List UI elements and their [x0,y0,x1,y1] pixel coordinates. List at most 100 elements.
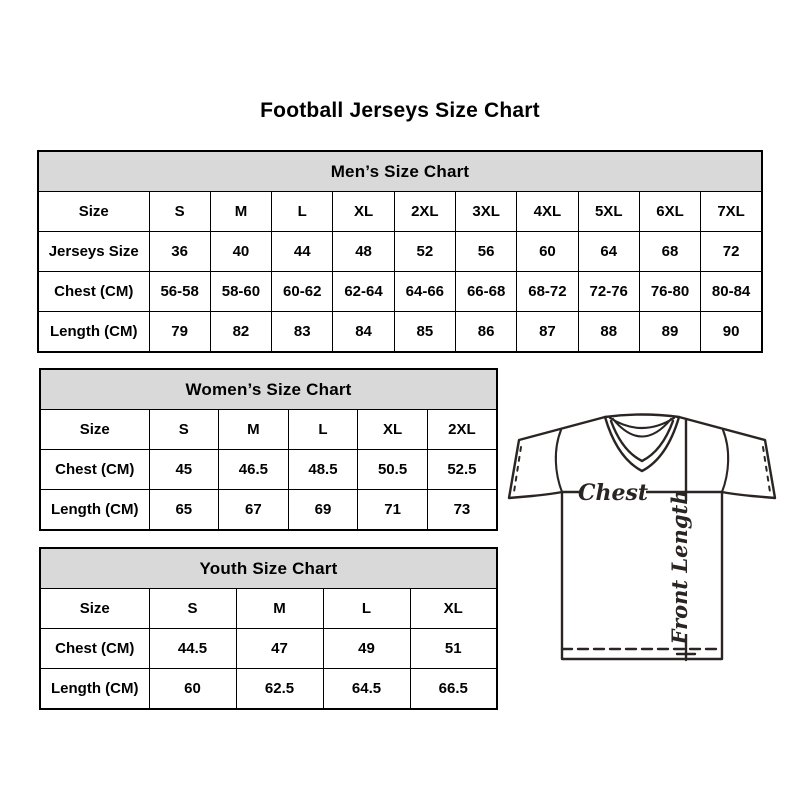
cell-value: 64-66 [393,271,456,312]
jersey-outline [507,413,777,661]
cell-value: 60 [516,231,579,272]
row-label: Jerseys Size [37,231,150,272]
cell-value: 60-62 [271,271,334,312]
table-row: Size S M L XL 2XL [39,409,498,450]
cell-value: 66.5 [409,668,498,710]
cell-value: XL [409,588,498,629]
cell-value: 84 [332,311,395,353]
table-row: Length (CM) 79 82 83 84 85 86 87 88 89 90 [37,311,763,353]
cell-value: 89 [638,311,702,353]
armhole-seam-left [554,428,564,494]
cell-value: 6XL [638,191,702,232]
cell-value: 44 [271,231,334,272]
cell-value: 45 [148,449,220,490]
cell-value: 68-72 [516,271,579,312]
cell-value: 44.5 [148,628,237,669]
cell-value: 46.5 [218,449,289,490]
cell-value: 50.5 [357,449,428,490]
cell-value: 83 [271,311,334,353]
cell-value: L [322,588,411,629]
table-row: Jerseys Size 36 40 44 48 52 56 60 64 68 72 [37,231,763,272]
cell-value: 68 [638,231,702,272]
youth-size-table: Youth Size Chart Size S M L XL Chest (CM) 44.5 4… [39,547,498,710]
cell-value: 64 [577,231,640,272]
cell-value: 72-76 [577,271,640,312]
cell-value: 69 [287,489,359,531]
row-label: Chest (CM) [37,271,150,312]
row-label: Size [39,409,150,450]
cell-value: S [148,588,237,629]
cell-value: 3XL [454,191,518,232]
table-row: Chest (CM) 44.5 47 49 51 [39,628,498,669]
row-label: Length (CM) [37,311,150,353]
cell-value: 87 [516,311,579,353]
front-length-label: Front Length [667,490,692,646]
youth-table-title: Youth Size Chart [39,547,498,589]
row-label: Length (CM) [39,668,150,710]
cell-value: L [271,191,334,232]
cell-value: M [209,191,273,232]
page-title: Football Jerseys Size Chart [260,99,540,122]
cell-value: 79 [148,311,211,353]
cell-value: XL [357,409,428,450]
sleeve-stitch-left [513,446,522,493]
mens-table-title: Men’s Size Chart [37,150,763,192]
cell-value: 48.5 [287,449,359,490]
cell-value: M [235,588,324,629]
sleeve-stitch-right [762,446,771,493]
table-row: Size S M L XL [39,588,498,629]
cell-value: 65 [148,489,220,531]
cell-value: 72 [700,231,763,272]
jersey-measurement-diagram: Chest Front Length [507,413,777,662]
cell-value: M [218,409,289,450]
row-label: Chest (CM) [39,628,150,669]
cell-value: 62-64 [332,271,395,312]
cell-value: 36 [148,231,211,272]
cell-value: 7XL [700,191,763,232]
table-row: Length (CM) 60 62.5 64.5 66.5 [39,668,498,710]
cell-value: XL [332,191,395,232]
chest-label: Chest [578,480,648,506]
cell-value: 51 [409,628,498,669]
cell-value: 71 [357,489,428,531]
table-row: Chest (CM) 45 46.5 48.5 50.5 52.5 [39,449,498,490]
cell-value: 52 [393,231,456,272]
collar-back-arcs [608,416,676,438]
table-row: Size S M L XL 2XL 3XL 4XL 5XL 6XL 7XL [37,191,763,232]
womens-table-title: Women’s Size Chart [39,368,498,410]
cell-value: 56 [454,231,518,272]
cell-value: L [287,409,359,450]
cell-value: 73 [426,489,498,531]
cell-value: 58-60 [209,271,273,312]
cell-value: 56-58 [148,271,211,312]
cell-value: 2XL [393,191,456,232]
cell-value: 5XL [577,191,640,232]
cell-value: 48 [332,231,395,272]
row-label: Size [37,191,150,232]
cell-value: 80-84 [700,271,763,312]
table-row: Chest (CM) 56-58 58-60 60-62 62-64 64-66 66-68… [37,271,763,312]
front-length-label-mask [673,501,700,634]
cell-value: 64.5 [322,668,411,710]
cell-value: 40 [209,231,273,272]
cell-value: 76-80 [638,271,702,312]
table-row: Length (CM) 65 67 69 71 73 [39,489,498,531]
row-label: Size [39,588,150,629]
cell-value: 62.5 [235,668,324,710]
cell-value: 52.5 [426,449,498,490]
cell-value: 67 [218,489,289,531]
v-neckline [603,415,681,473]
row-label: Length (CM) [39,489,150,531]
cell-value: 85 [393,311,456,353]
cell-value: 90 [700,311,763,353]
chest-label-mask [580,478,646,505]
row-label: Chest (CM) [39,449,150,490]
cell-value: 47 [235,628,324,669]
womens-size-table: Women’s Size Chart Size S M L XL 2XL Chest (CM)… [39,368,498,531]
cell-value: S [148,191,211,232]
cell-value: 66-68 [454,271,518,312]
armhole-seam-right [720,428,730,494]
cell-value: 86 [454,311,518,353]
mens-size-table: Men’s Size Chart Size S M L XL 2XL 3XL 4XL 5XL 6XL… [37,150,763,353]
